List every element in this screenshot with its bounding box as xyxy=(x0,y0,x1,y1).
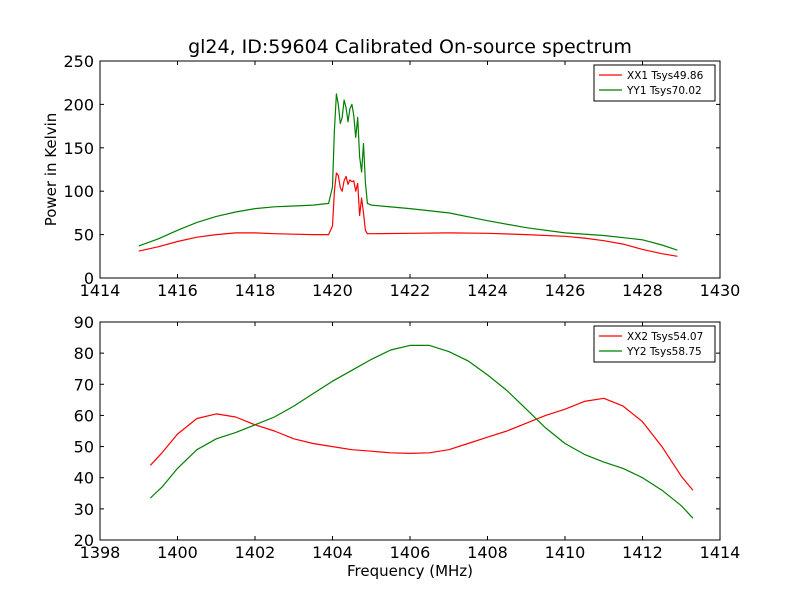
y-tick-label: 50 xyxy=(74,226,94,245)
y-tick-label: 100 xyxy=(63,182,94,201)
y-tick-label: 40 xyxy=(74,469,94,488)
x-tick-label: 1414 xyxy=(80,281,121,300)
y-tick-label: 50 xyxy=(74,438,94,457)
x-tick-label: 1406 xyxy=(390,543,431,562)
x-tick-label: 1400 xyxy=(157,543,198,562)
top-spectrum-panel: 1414 1416 1418 1420 1422 1424 1426 1428 1430 0 50 1… xyxy=(42,52,740,300)
series-line-yy2 xyxy=(149,344,694,519)
y-tick-label: 60 xyxy=(74,406,94,425)
legend-box xyxy=(593,64,716,102)
y-tick-label: 70 xyxy=(74,375,94,394)
series-line-xx1 xyxy=(138,172,678,257)
y-tick-label: 0 xyxy=(84,269,94,288)
series-line-yy1 xyxy=(138,93,678,251)
x-tick-label: 1408 xyxy=(467,543,508,562)
x-tick-label: 1418 xyxy=(235,281,276,300)
x-tick-label: 1426 xyxy=(545,281,586,300)
y-axis-label: Power in Kelvin xyxy=(42,113,60,227)
y-tick-label: 80 xyxy=(74,344,94,363)
y-tick-label: 150 xyxy=(63,139,94,158)
legend: XX1 Tsys49.86 YY1 Tsys70.02 xyxy=(593,64,716,102)
x-tick-label: 1422 xyxy=(390,281,431,300)
series-line-xx2 xyxy=(149,397,694,491)
y-tick-label: 250 xyxy=(63,52,94,71)
x-tick-label: 1398 xyxy=(80,543,121,562)
legend: XX2 Tsys54.07 YY2 Tsys58.75 xyxy=(593,325,716,363)
bottom-spectrum-panel: 1398 1400 1402 1404 1406 1408 1410 1412 1414 20 30… xyxy=(74,313,741,580)
legend-entry: YY2 Tsys58.75 xyxy=(626,346,702,358)
y-tick-label: 90 xyxy=(74,313,94,332)
legend-entry: XX1 Tsys49.86 xyxy=(627,70,704,82)
x-tick-label: 1404 xyxy=(312,543,353,562)
y-tick-label: 30 xyxy=(74,500,94,519)
legend-entry: XX2 Tsys54.07 xyxy=(627,331,703,343)
x-tick-label: 1412 xyxy=(622,543,663,562)
legend-box xyxy=(593,325,716,363)
y-tick-label: 200 xyxy=(63,95,94,114)
x-tick-label: 1402 xyxy=(235,543,276,562)
x-tick-label: 1430 xyxy=(700,281,741,300)
legend-entry: YY1 Tsys70.02 xyxy=(626,85,702,97)
x-tick-label: 1428 xyxy=(622,281,663,300)
x-tick-label: 1416 xyxy=(157,281,198,300)
x-tick-label: 1410 xyxy=(545,543,586,562)
figure-title: gl24, ID:59604 Calibrated On-source spec… xyxy=(188,36,632,58)
y-tick-label: 20 xyxy=(74,531,94,550)
x-tick-label: 1424 xyxy=(467,281,508,300)
x-tick-label: 1420 xyxy=(312,281,353,300)
x-axis-label: Frequency (MHz) xyxy=(347,562,473,580)
x-tick-label: 1414 xyxy=(700,543,741,562)
